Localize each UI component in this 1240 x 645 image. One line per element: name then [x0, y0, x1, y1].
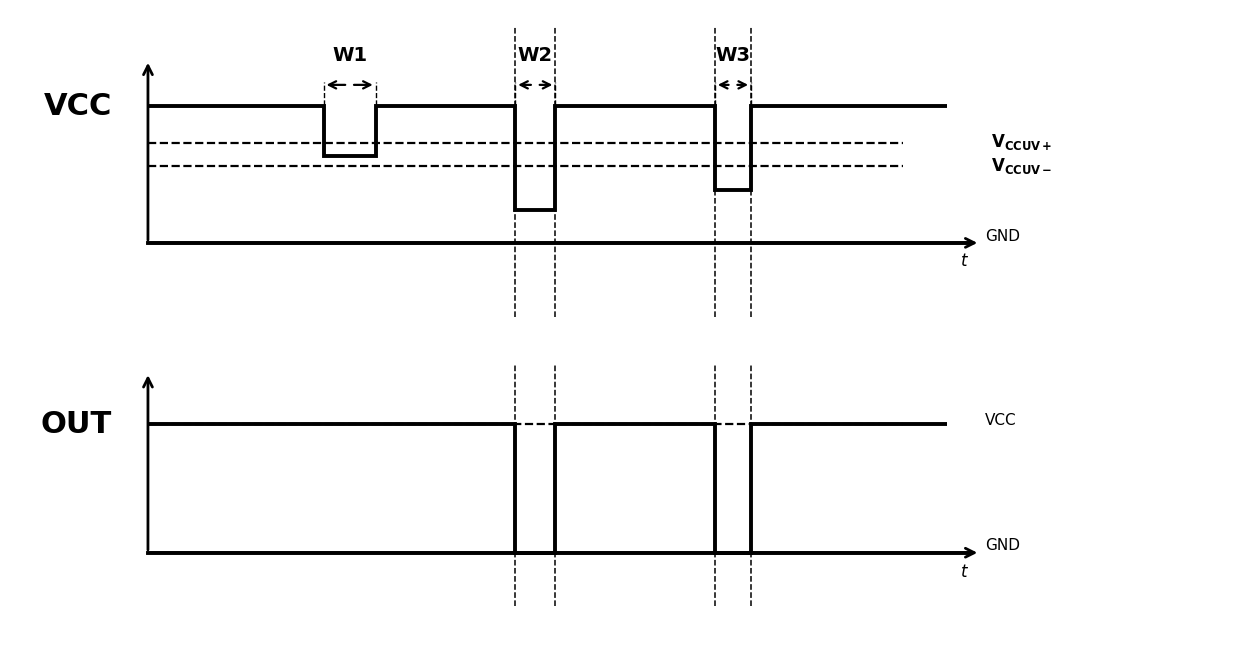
Text: V$_{\mathbf{CCUV-}}$: V$_{\mathbf{CCUV-}}$ [991, 155, 1052, 175]
Text: VCC: VCC [43, 92, 112, 121]
Text: OUT: OUT [41, 410, 112, 439]
Text: V$_{\mathbf{CCUV+}}$: V$_{\mathbf{CCUV+}}$ [991, 132, 1052, 152]
Text: t: t [961, 563, 967, 581]
Text: GND: GND [985, 229, 1021, 244]
Text: W2: W2 [518, 46, 553, 65]
Text: GND: GND [985, 538, 1021, 553]
Text: t: t [961, 252, 967, 270]
Text: VCC: VCC [985, 413, 1017, 428]
Text: W1: W1 [332, 46, 367, 65]
Text: W3: W3 [715, 46, 750, 65]
